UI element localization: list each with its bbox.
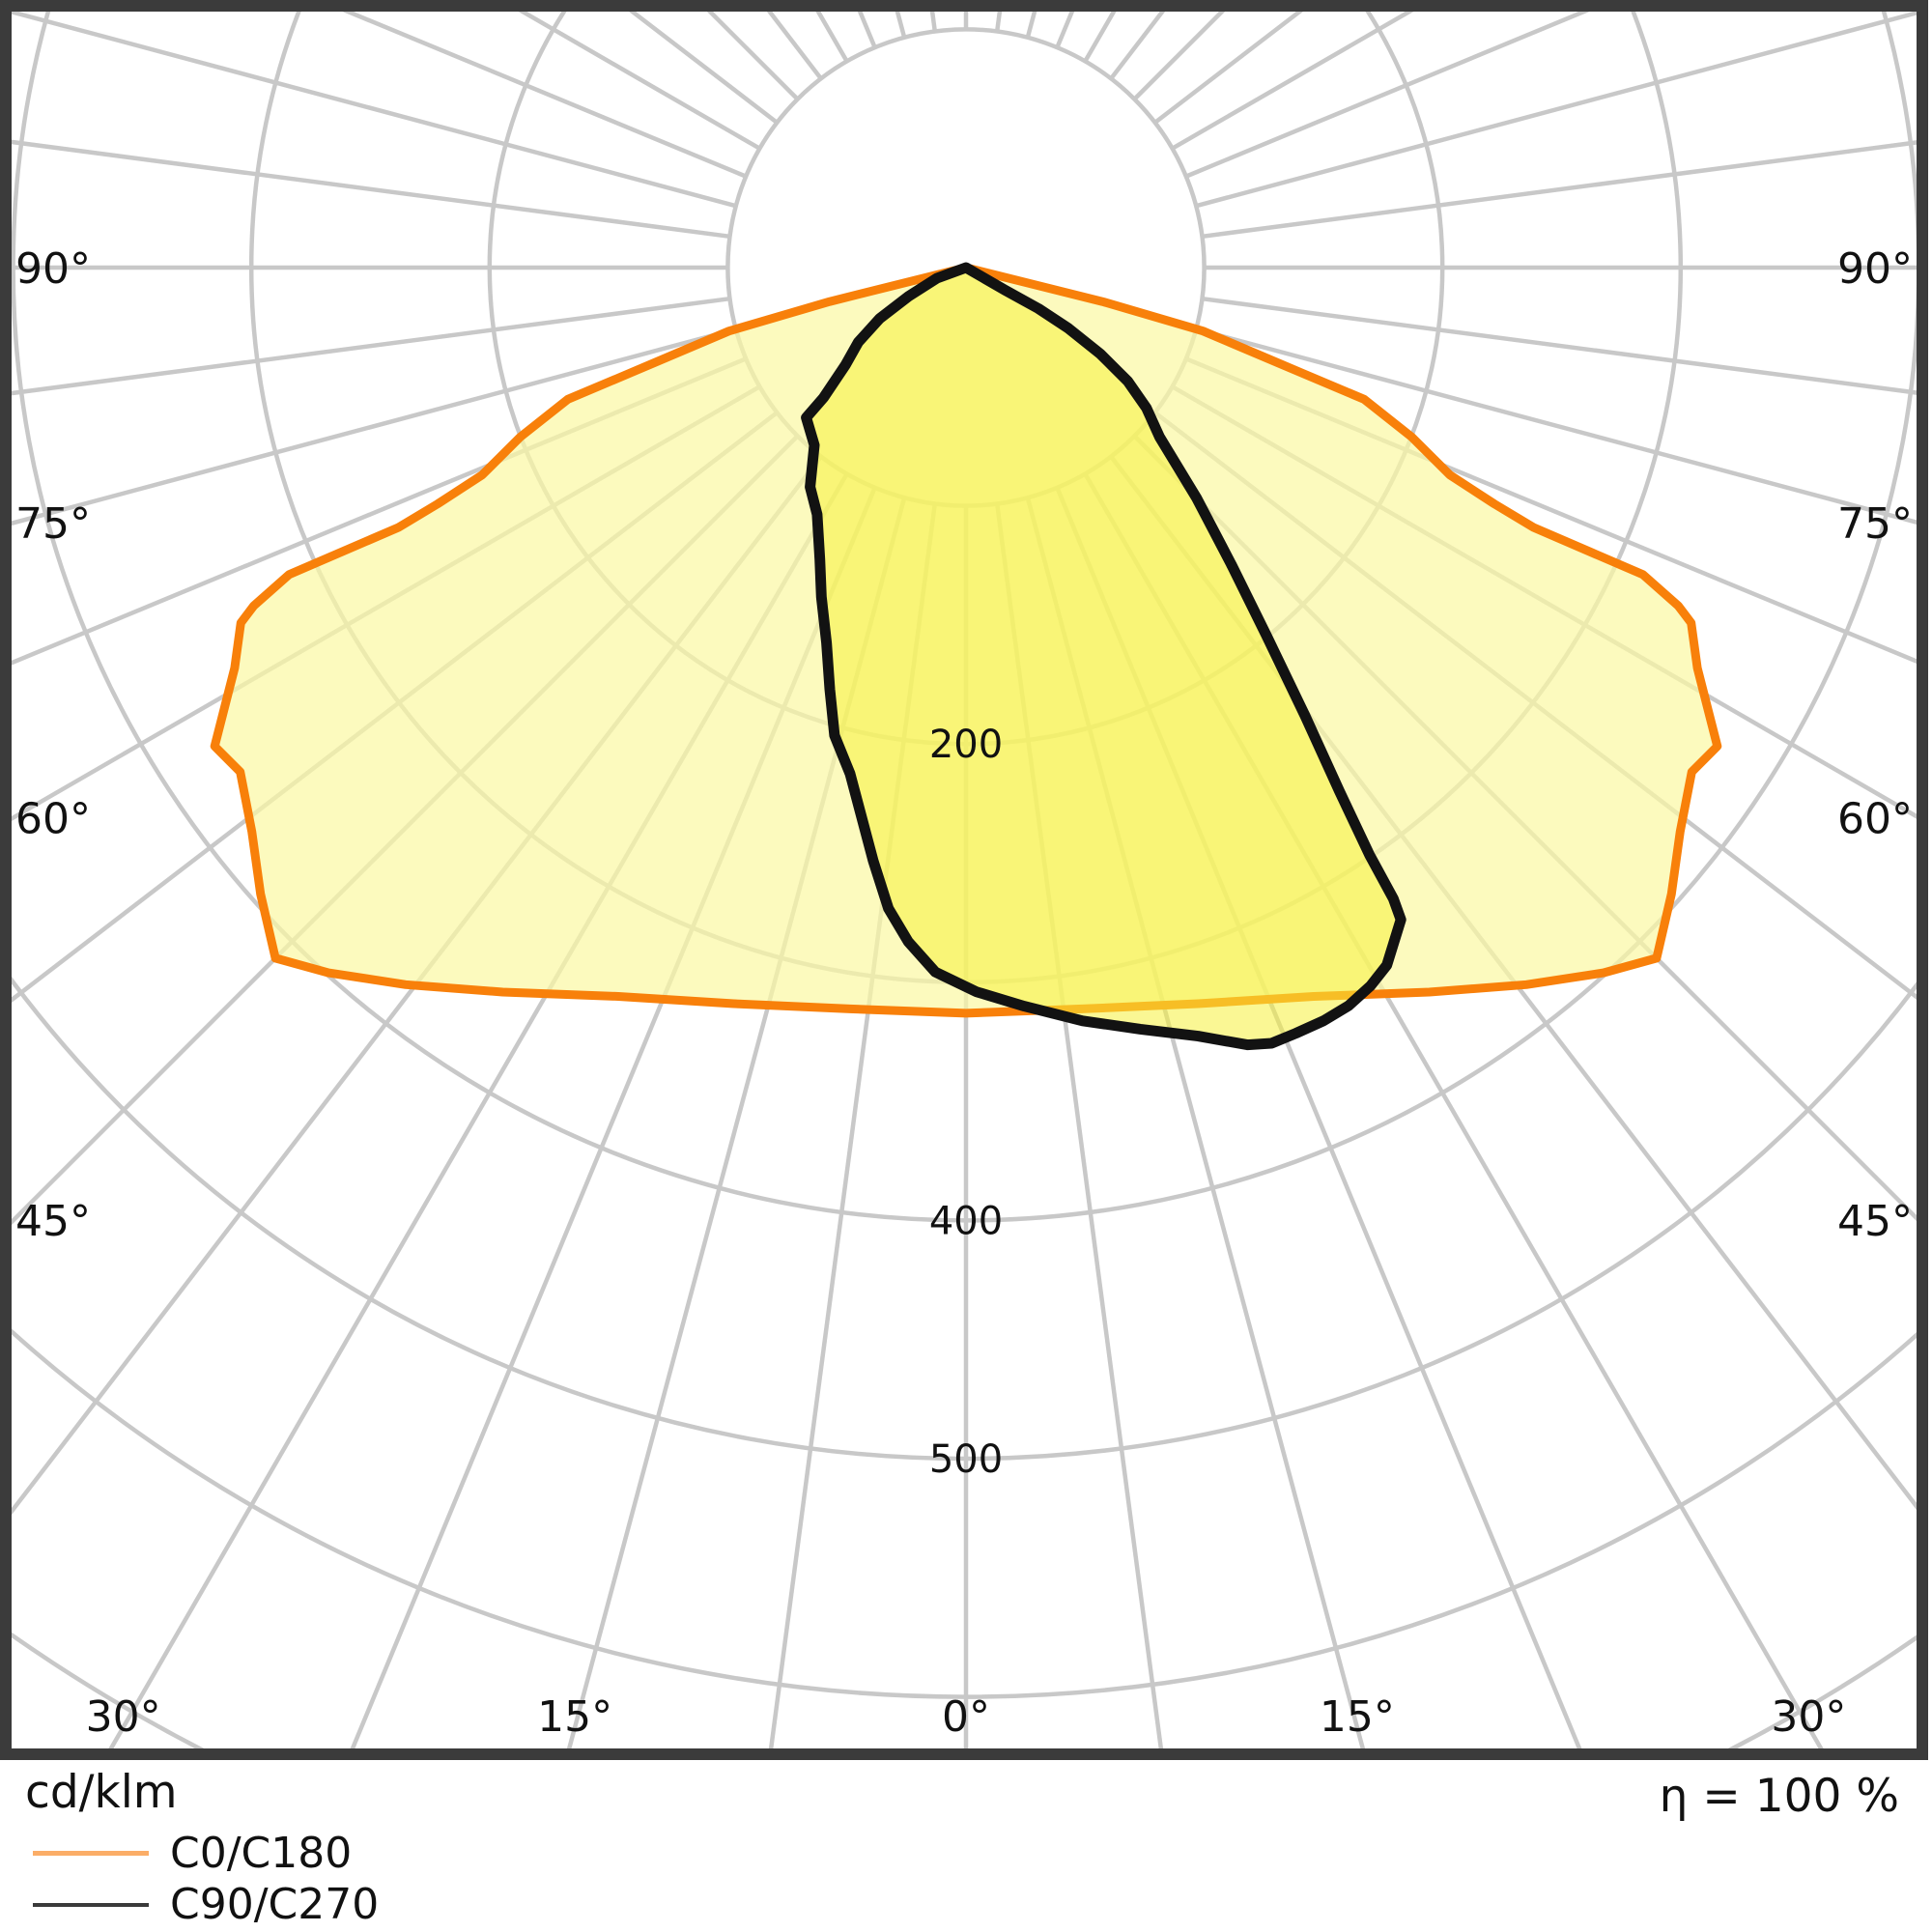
angle-label-left-60: 60° — [15, 794, 91, 843]
grid-spoke-285 — [12, 327, 737, 526]
angle-label-right-90: 90° — [1837, 244, 1913, 294]
angle-label-left-75: 75° — [15, 499, 91, 549]
angle-label-bottom-4: 30° — [1771, 1692, 1846, 1742]
grid-spoke-82.5 — [1202, 296, 1917, 395]
grid-spoke-112.5 — [1184, 12, 1590, 179]
curve-C90-C270 — [801, 262, 1406, 1051]
radial-tick-label-500: 500 — [929, 1437, 1003, 1482]
legend-label-c0: C0/C180 — [170, 1828, 353, 1878]
legend-row-c90: C90/C270 — [33, 1879, 379, 1930]
grid-spoke-262.5 — [12, 139, 730, 240]
legend-label-c90: C90/C270 — [170, 1879, 380, 1929]
legend-row-c0: C0/C180 — [33, 1828, 379, 1879]
angle-label-right-45: 45° — [1837, 1197, 1913, 1246]
angle-label-left-90: 90° — [15, 244, 91, 294]
grid-spoke-75 — [1195, 327, 1917, 525]
units-label: cd/klm — [25, 1766, 178, 1819]
c0-c180-line-swatch — [33, 1851, 149, 1856]
grid-spoke-247.5 — [342, 12, 748, 179]
grid-spoke-292.5 — [12, 356, 748, 666]
angle-label-bottom-0: 30° — [86, 1692, 161, 1742]
grid-spoke-97.5 — [1202, 140, 1917, 240]
plot-border — [0, 0, 1928, 1760]
legend: C0/C180 C90/C270 — [33, 1828, 379, 1930]
angle-label-bottom-2: 0° — [942, 1692, 990, 1742]
angle-label-bottom-1: 15° — [537, 1692, 612, 1742]
angle-label-left-45: 45° — [15, 1197, 91, 1246]
angle-label-right-75: 75° — [1837, 499, 1913, 549]
grid-spoke-67.5 — [1184, 356, 1917, 665]
angle-label-bottom-3: 15° — [1320, 1692, 1395, 1742]
grid-spoke-105 — [1195, 12, 1917, 209]
radial-tick-label-200: 200 — [929, 723, 1003, 767]
c90-c270-line-swatch — [33, 1902, 149, 1907]
grid-spoke-277.5 — [12, 296, 730, 396]
grid-spoke-255 — [12, 12, 737, 209]
angle-label-right-60: 60° — [1837, 794, 1913, 843]
efficiency-label: η = 100 % — [1659, 1770, 1899, 1823]
radial-tick-label-400: 400 — [929, 1199, 1003, 1243]
